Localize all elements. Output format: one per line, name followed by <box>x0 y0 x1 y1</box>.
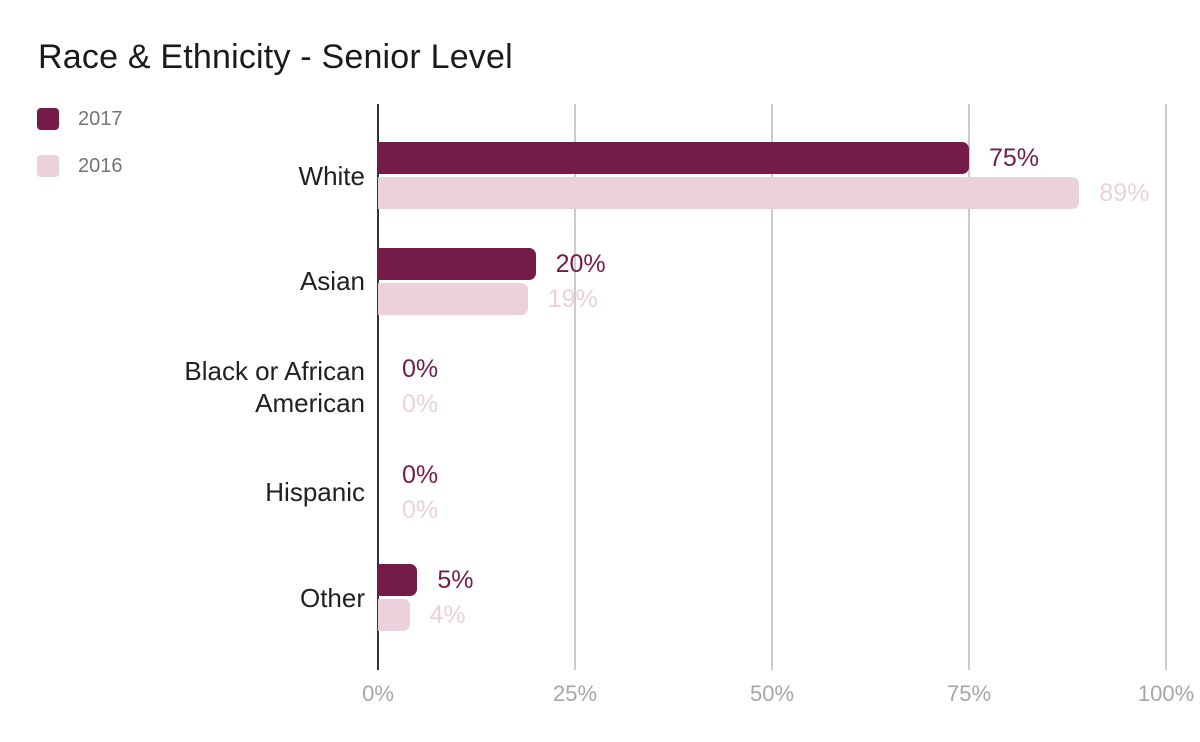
category-label-black-or-african-american: Black or African American <box>184 355 365 418</box>
value-label-2017-hispanic: 0% <box>402 460 439 489</box>
bar-2017-white[interactable] <box>378 142 969 174</box>
value-label-2017-white: 75% <box>989 144 1040 172</box>
chart-legend: 2017 2016 <box>37 107 123 201</box>
category-label-white: White <box>298 160 365 191</box>
value-label-2016-other: 4% <box>429 601 466 629</box>
x-axis-tick-label-0pct: 0% <box>362 681 394 706</box>
gridline-75pct <box>968 104 970 670</box>
gridline-50pct <box>771 104 773 670</box>
gridline-100pct <box>1165 104 1167 670</box>
x-axis-tick-label-75pct: 75% <box>946 681 992 706</box>
legend-item-2017[interactable]: 2017 <box>37 107 123 131</box>
chart-title: Race & Ethnicity - Senior Level <box>38 38 513 76</box>
gridline-25pct <box>574 104 576 670</box>
value-label-2017-asian: 20% <box>555 249 606 278</box>
value-label-2016-black-or-african-american: 0% <box>402 390 439 418</box>
bar-2016-asian[interactable] <box>378 282 528 315</box>
x-axis-tick-label-50pct: 50% <box>749 681 795 706</box>
bar-2016-white[interactable] <box>378 177 1080 209</box>
y-axis-line <box>377 104 379 670</box>
bar-2017-other[interactable] <box>378 564 418 596</box>
bar-2017-asian[interactable] <box>378 247 536 280</box>
legend-label-2016: 2016 <box>78 154 123 177</box>
bar-2016-other[interactable] <box>378 599 410 631</box>
legend-swatch-2017-icon <box>37 108 59 130</box>
legend-swatch-2016-icon <box>37 155 59 177</box>
category-label-asian: Asian <box>299 266 365 296</box>
category-label-other: Other <box>299 582 365 613</box>
value-label-2017-black-or-african-american: 0% <box>402 355 439 383</box>
category-label-hispanic: Hispanic <box>265 477 365 507</box>
x-axis-tick-label-25pct: 25% <box>552 681 598 706</box>
legend-label-2017: 2017 <box>78 107 123 130</box>
legend-item-2016[interactable]: 2016 <box>37 154 123 178</box>
value-label-2016-hispanic: 0% <box>402 495 439 524</box>
value-label-2016-asian: 19% <box>547 284 598 313</box>
value-label-2016-white: 89% <box>1099 179 1150 207</box>
value-label-2017-other: 5% <box>437 566 474 594</box>
x-axis-tick-label-100pct: 100% <box>1137 681 1195 706</box>
